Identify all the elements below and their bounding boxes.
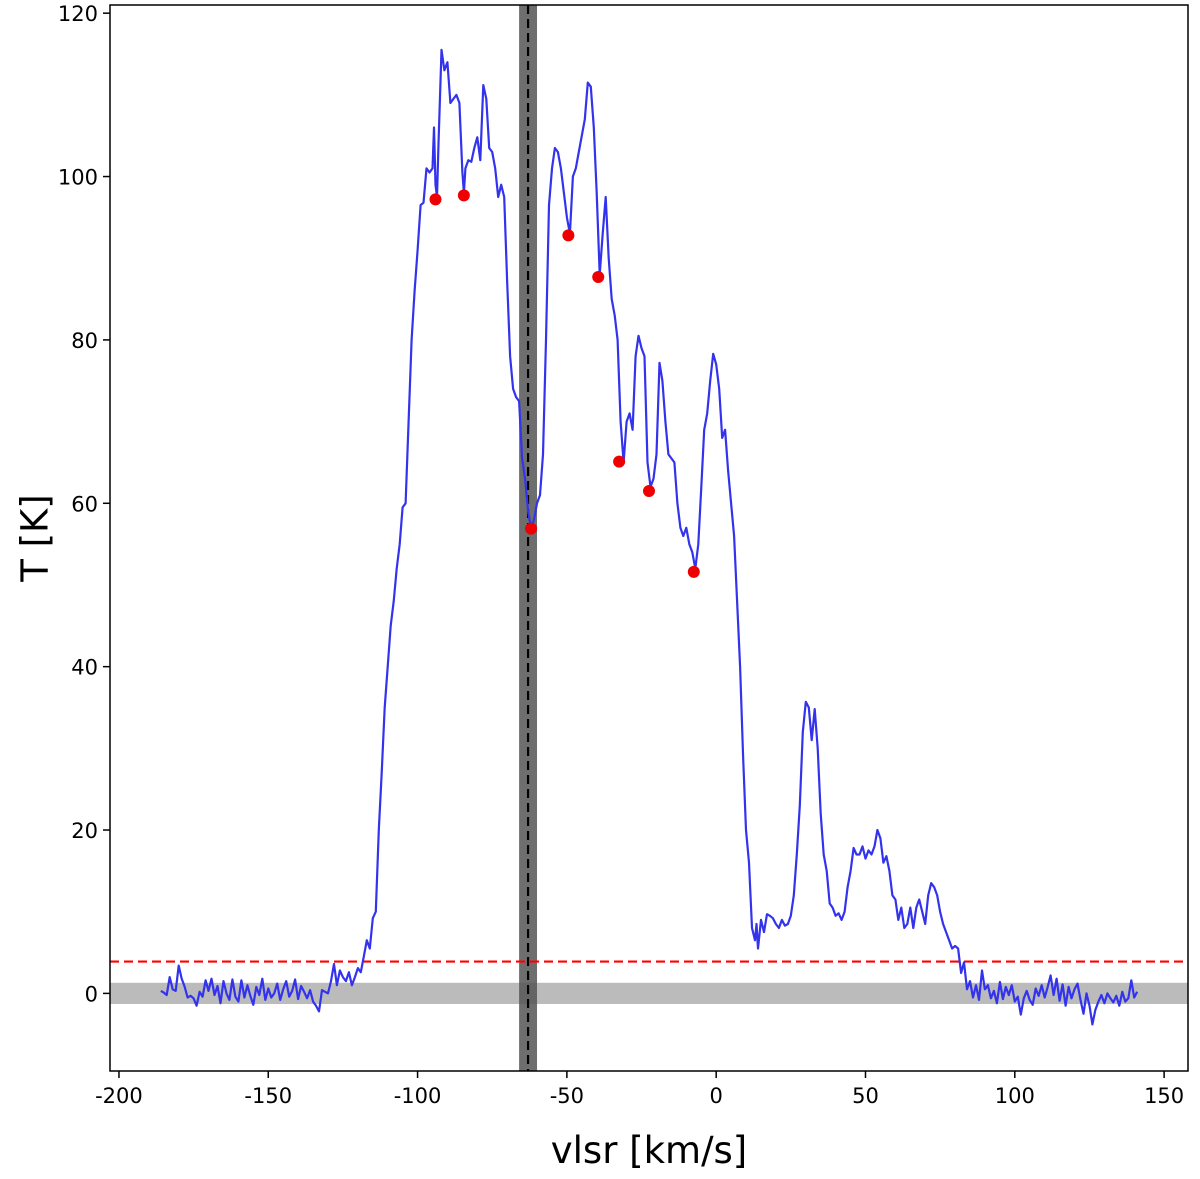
minimum-marker-4 [592,271,605,284]
y-tick-label-1: 20 [71,819,98,843]
x-axis-title: vlsr [km/s] [551,1129,748,1172]
y-tick-label-2: 40 [71,656,98,680]
y-axis-title: T [K] [14,494,57,583]
x-tick-label-7: 150 [1144,1084,1184,1108]
x-tick-label-2: -100 [394,1084,442,1108]
x-tick-label-6: 100 [995,1084,1035,1108]
x-tick-label-0: -200 [95,1084,143,1108]
y-tick-label-3: 60 [71,492,98,516]
plot-content [110,5,1188,1071]
minimum-marker-3 [562,229,575,242]
minimum-marker-6 [643,485,655,498]
minimum-marker-7 [687,565,700,578]
x-tick-label-1: -150 [244,1084,292,1108]
plot-area [110,5,1188,1071]
noise-band [110,982,1188,1005]
axes-frame [109,4,1189,1072]
y-tick-label-5: 100 [58,166,98,190]
x-tick-label-5: 50 [852,1084,879,1108]
y-tick-label-6: 120 [58,2,98,26]
y-tick-label-4: 80 [71,329,98,353]
minimum-marker-5 [613,455,626,468]
minimum-marker-2 [525,522,538,535]
axis-ticks: -200 -150 -100 -50 0 50 100 150 0 20 40 60 80 100 120 [58,2,1184,1108]
spectrum-line-0 [160,48,1139,1026]
x-tick-label-3: -50 [550,1084,584,1108]
x-tick-label-4: 0 [710,1084,723,1108]
y-tick-label-0: 0 [85,982,98,1006]
minimum-marker-0 [429,193,442,206]
minimum-marker-1 [457,189,470,202]
